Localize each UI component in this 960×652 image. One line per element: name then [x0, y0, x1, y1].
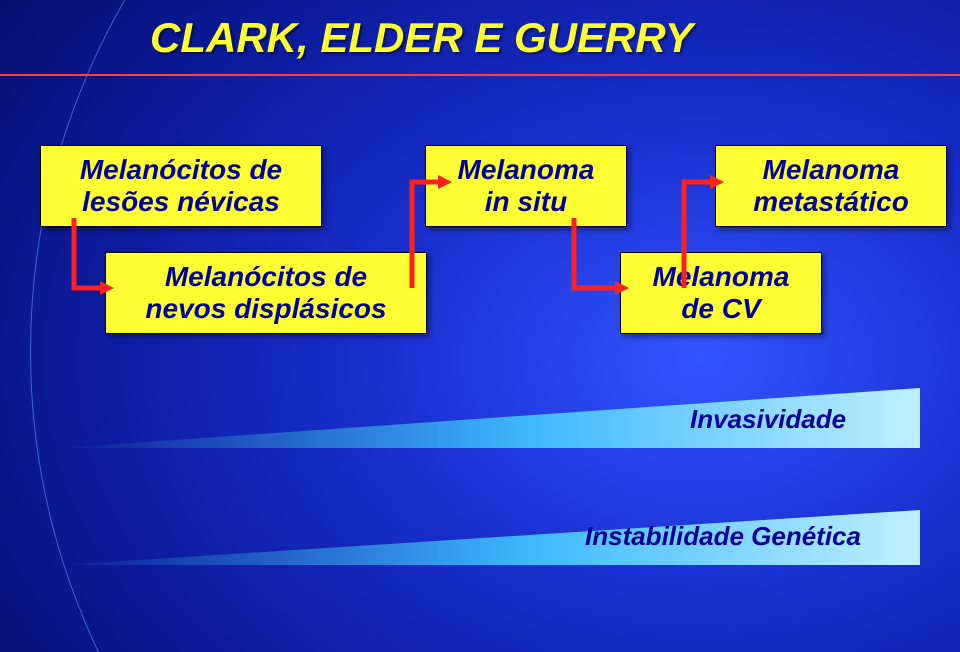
- box-line: Melanoma: [458, 154, 595, 186]
- box-line: de CV: [681, 293, 760, 325]
- box-melanoma-insitu: Melanoma in situ: [425, 145, 627, 227]
- box-line: lesões névicas: [82, 186, 280, 218]
- wedge-label-instabilidade-genetica: Instabilidade Genética: [585, 521, 861, 552]
- box-melanoma-cv: Melanoma de CV: [620, 252, 822, 334]
- box-melanoma-metastatico: Melanoma metastático: [715, 145, 947, 227]
- box-melanocitos-displasicos: Melanócitos de nevos displásicos: [105, 252, 427, 334]
- title-underline: [0, 74, 960, 76]
- slide-root: CLARK, ELDER E GUERRY Melanócitos de les…: [0, 0, 960, 652]
- wedge-label-invasividade: Invasividade: [690, 404, 846, 435]
- box-line: nevos displásicos: [145, 293, 386, 325]
- box-line: Melanócitos de: [165, 261, 367, 293]
- box-line: metastático: [753, 186, 909, 218]
- box-line: Melanoma: [653, 261, 790, 293]
- box-line: in situ: [485, 186, 567, 218]
- slide-title: CLARK, ELDER E GUERRY: [150, 14, 693, 62]
- box-line: Melanócitos de: [80, 154, 282, 186]
- box-melanocitos-lesoes: Melanócitos de lesões névicas: [40, 145, 322, 227]
- box-line: Melanoma: [763, 154, 900, 186]
